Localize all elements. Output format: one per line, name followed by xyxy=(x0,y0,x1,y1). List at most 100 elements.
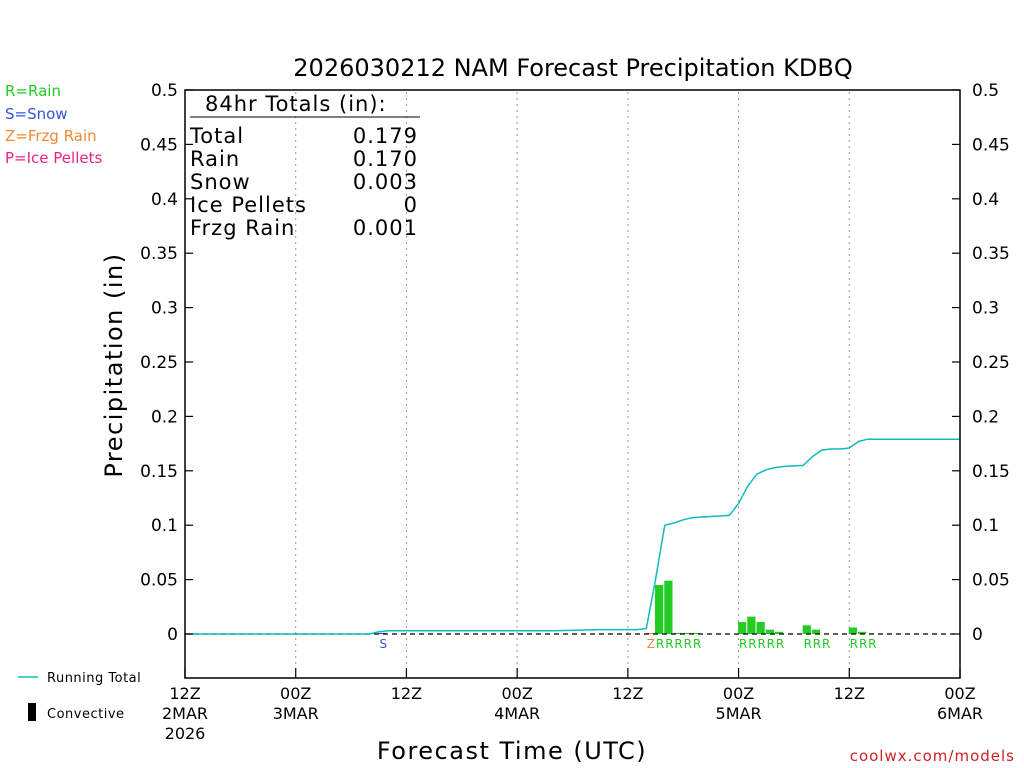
x-tick-label: 3MAR xyxy=(273,704,319,723)
totals-label-total: Total xyxy=(189,124,244,148)
precip-bar xyxy=(858,631,867,634)
x-tick-label: 2MAR xyxy=(162,704,208,723)
running-total-line xyxy=(185,438,960,635)
precip-bar xyxy=(664,580,673,634)
y-tick-label-left: 0.5 xyxy=(151,81,178,101)
type-marker: S xyxy=(380,637,388,651)
x-tick-label: 12Z xyxy=(834,684,865,703)
type-legend: R=Rain S=Snow Z=Frzg Rain P=Ice Pellets xyxy=(5,82,102,167)
type-marker: R xyxy=(776,637,784,651)
x-tick-label: 12Z xyxy=(391,684,422,703)
precip-bar xyxy=(645,632,655,634)
totals-value-frzg-rain: 0.001 xyxy=(353,216,418,240)
totals-label-frzg-rain: Frzg Rain xyxy=(190,216,295,240)
precip-bar xyxy=(691,632,701,634)
precip-bar xyxy=(848,627,858,634)
y-tick-label-left: 0.45 xyxy=(140,135,178,155)
totals-heading: 84hr Totals (in): xyxy=(205,92,387,116)
precip-bar xyxy=(802,625,811,634)
type-marker: R xyxy=(739,637,747,651)
y-tick-label-left: 0.4 xyxy=(151,190,178,210)
y-tick-label-left: 0.15 xyxy=(140,462,178,482)
y-tick-label-left: 0.25 xyxy=(140,353,178,373)
totals-value-ice-pellets: 0 xyxy=(404,193,418,217)
type-marker: R xyxy=(674,637,682,651)
totals-value-total: 0.179 xyxy=(353,124,418,148)
y-tick-label-left: 0.05 xyxy=(140,571,178,591)
type-marker: R xyxy=(684,637,692,651)
type-marker: R xyxy=(813,637,821,651)
precip-bar xyxy=(655,585,664,634)
plot-frame xyxy=(184,89,961,679)
x-tick-label: 00Z xyxy=(723,684,754,703)
type-marker: R xyxy=(767,637,775,651)
legend-ice-pellets: P=Ice Pellets xyxy=(5,149,102,167)
x-tick-label: 12Z xyxy=(169,684,200,703)
legend-frzg-rain: Z=Frzg Rain xyxy=(5,127,97,145)
type-marker: Z xyxy=(647,637,655,651)
totals-label-ice-pellets: Ice Pellets xyxy=(190,193,307,217)
precip-bar xyxy=(673,632,682,634)
y-tick-label-left: 0.35 xyxy=(140,244,178,264)
totals-label-snow: Snow xyxy=(190,170,251,194)
legend-snow: S=Snow xyxy=(5,105,68,123)
precip-bars xyxy=(378,580,867,634)
y-tick-label-right: 0.35 xyxy=(972,244,1010,264)
y-tick-label-left: 0.3 xyxy=(151,299,178,319)
credit-text: coolwx.com/models xyxy=(850,747,1015,765)
y-tick-label-left: 0.1 xyxy=(151,516,178,536)
precip-bar xyxy=(378,632,387,634)
totals-value-rain: 0.170 xyxy=(353,147,418,171)
running-total-legend-label: Running Total xyxy=(47,671,141,686)
y-tick-label-right: 0.1 xyxy=(972,516,999,536)
x-tick-label: 4MAR xyxy=(494,704,540,723)
type-marker: R xyxy=(656,637,664,651)
totals-value-snow: 0.003 xyxy=(353,170,418,194)
convective-legend-swatch xyxy=(28,703,36,721)
x-tick-label: 2026 xyxy=(165,724,206,743)
legend-rain: R=Rain xyxy=(5,82,61,100)
type-marker: R xyxy=(748,637,756,651)
type-marker: R xyxy=(859,637,867,651)
precip-bar xyxy=(774,631,784,634)
precip-bar xyxy=(811,629,821,634)
precip-bar xyxy=(756,622,765,634)
y-tick-label-right: 0.5 xyxy=(972,81,999,101)
precip-bar xyxy=(747,616,756,634)
x-tick-label: 5MAR xyxy=(716,704,762,723)
y-tick-label-right: 0.15 xyxy=(972,462,1010,482)
precip-bar xyxy=(765,629,774,634)
y-axis-label: Precipitation (in) xyxy=(100,252,128,477)
chart-title: 2026030212 NAM Forecast Precipitation KD… xyxy=(293,54,852,82)
convective-legend-label: Convective xyxy=(47,707,125,722)
type-marker: R xyxy=(757,637,765,651)
precip-bar xyxy=(738,622,747,634)
y-tick-label-right: 0 xyxy=(972,625,983,645)
type-marker: R xyxy=(693,637,701,651)
x-tick-label: 00Z xyxy=(501,684,532,703)
type-marker: R xyxy=(868,637,876,651)
totals-box: 84hr Totals (in): Total 0.179 Rain 0.170… xyxy=(189,92,420,240)
y-tick-label-left: 0.2 xyxy=(151,407,178,427)
y-tick-label-right: 0.2 xyxy=(972,407,999,427)
type-marker: R xyxy=(804,637,812,651)
y-tick-label-right: 0.3 xyxy=(972,299,999,319)
x-tick-label: 00Z xyxy=(944,684,975,703)
y-tick-label-right: 0.25 xyxy=(972,353,1010,373)
x-tick-label: 6MAR xyxy=(937,704,983,723)
x-axis-label: Forecast Time (UTC) xyxy=(377,737,647,765)
x-tick-label: 12Z xyxy=(612,684,643,703)
bottom-legend: Running Total Convective xyxy=(18,671,141,722)
precip-bar xyxy=(682,632,691,634)
vertical-gridlines xyxy=(295,92,850,676)
y-tick-label-left: 0 xyxy=(167,625,178,645)
type-marker: R xyxy=(822,637,830,651)
y-axis: 0 0 0.05 0.05 0.1 0.1 0.15 0.15 0.2 0.2 0.25 0.25 0.… xyxy=(140,81,1010,645)
y-tick-label-right: 0.4 xyxy=(972,190,999,210)
y-tick-label-right: 0.45 xyxy=(972,135,1010,155)
x-tick-label: 00Z xyxy=(280,684,311,703)
y-tick-label-right: 0.05 xyxy=(972,571,1010,591)
type-marker: R xyxy=(665,637,673,651)
